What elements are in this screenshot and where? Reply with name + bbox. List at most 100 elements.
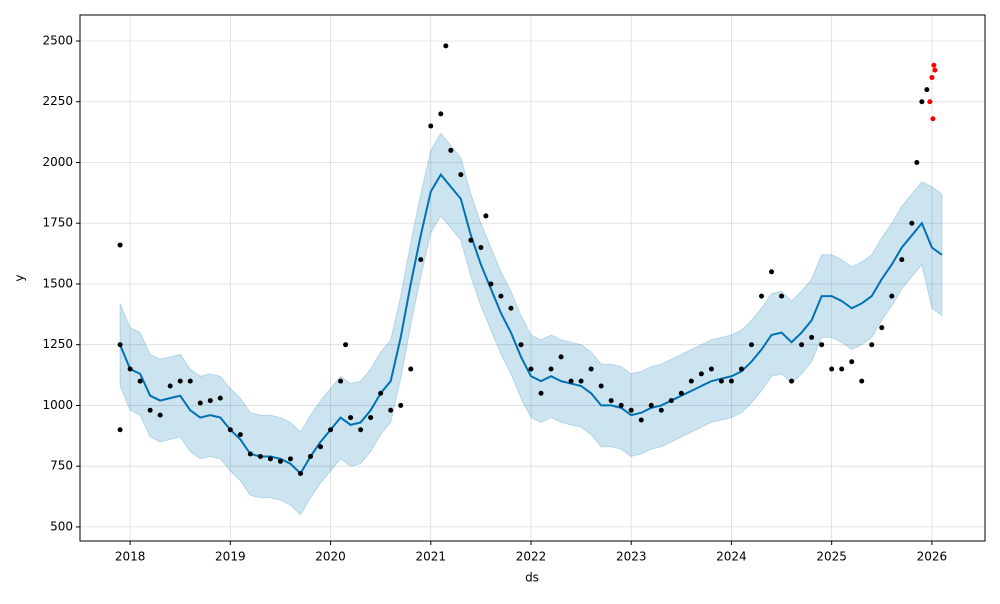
y-tick-label: 1500	[42, 276, 73, 290]
data-point	[127, 366, 133, 372]
data-point	[929, 74, 935, 80]
x-tick-label: 2025	[816, 550, 847, 564]
data-point	[408, 366, 414, 372]
data-point	[358, 427, 364, 433]
data-point	[819, 342, 825, 348]
data-point	[759, 293, 765, 299]
x-tick-label: 2019	[215, 550, 246, 564]
data-point	[528, 366, 534, 372]
data-point	[267, 456, 273, 462]
data-point	[488, 281, 494, 287]
data-point	[738, 366, 744, 372]
data-point	[388, 407, 394, 413]
data-point	[297, 470, 303, 476]
data-point	[930, 116, 936, 122]
y-tick-label: 500	[50, 519, 73, 533]
data-point	[618, 402, 624, 408]
data-point	[187, 378, 193, 384]
plot-frame	[79, 14, 986, 542]
y-tick-label: 750	[50, 459, 73, 473]
data-point	[508, 305, 514, 311]
data-point	[147, 407, 153, 413]
data-point	[728, 378, 734, 384]
y-tick-label: 2500	[42, 33, 73, 47]
x-tick-label: 2023	[616, 550, 647, 564]
data-point	[428, 123, 434, 129]
data-point	[227, 427, 233, 433]
data-point	[698, 371, 704, 377]
data-point	[308, 453, 314, 459]
x-tick-label: 2018	[115, 550, 146, 564]
data-point	[769, 269, 775, 275]
data-point	[157, 412, 163, 418]
data-point	[799, 342, 805, 348]
data-point	[889, 293, 895, 299]
data-point	[638, 417, 644, 423]
data-point	[748, 342, 754, 348]
data-point	[458, 172, 464, 178]
data-point	[859, 378, 865, 384]
data-point	[418, 257, 424, 263]
y-tick-label: 1750	[42, 216, 73, 230]
x-axis-label: ds	[525, 571, 539, 585]
data-point	[628, 407, 634, 413]
data-point	[779, 293, 785, 299]
y-tick-label: 2000	[42, 155, 73, 169]
data-point	[378, 390, 384, 396]
uncertainty-band	[119, 132, 943, 516]
data-point	[398, 402, 404, 408]
data-point	[927, 99, 933, 105]
data-point	[839, 366, 845, 372]
y-tick-label: 2250	[42, 94, 73, 108]
x-tick-label: 2024	[716, 550, 747, 564]
data-point	[588, 366, 594, 372]
data-point	[117, 342, 123, 348]
data-point	[197, 400, 203, 406]
data-point	[688, 378, 694, 384]
data-point	[518, 342, 524, 348]
data-point	[578, 378, 584, 384]
data-point	[177, 378, 183, 384]
data-point	[498, 293, 504, 299]
data-point	[608, 398, 614, 404]
data-point	[668, 398, 674, 404]
data-point	[789, 378, 795, 384]
data-point	[899, 257, 905, 263]
data-point	[448, 147, 454, 153]
data-point	[117, 427, 123, 433]
data-point	[247, 451, 253, 457]
data-point	[443, 43, 449, 49]
data-point	[909, 220, 915, 226]
data-point	[869, 342, 875, 348]
data-point	[879, 325, 885, 331]
data-point	[318, 444, 324, 450]
data-point	[538, 390, 544, 396]
data-point	[348, 415, 354, 421]
data-point	[368, 415, 374, 421]
data-point	[648, 402, 654, 408]
data-point	[931, 62, 937, 68]
data-point	[924, 87, 930, 93]
data-point	[809, 334, 815, 340]
x-tick-label: 2026	[917, 550, 948, 564]
data-point	[338, 378, 344, 384]
data-point	[558, 354, 564, 360]
data-point	[468, 237, 474, 243]
forecast-line	[119, 172, 943, 476]
data-point	[478, 245, 484, 251]
data-point	[849, 359, 855, 365]
data-point	[568, 378, 574, 384]
x-tick-label: 2022	[516, 550, 547, 564]
data-point	[932, 67, 938, 73]
y-axis-label: y	[13, 274, 27, 281]
data-point	[708, 366, 714, 372]
data-point	[207, 398, 213, 404]
data-point	[328, 427, 334, 433]
data-point	[137, 378, 143, 384]
data-point	[919, 99, 925, 105]
data-point	[483, 213, 489, 219]
data-point	[548, 366, 554, 372]
data-point	[237, 432, 243, 438]
data-point	[658, 407, 664, 413]
data-point	[217, 395, 223, 401]
